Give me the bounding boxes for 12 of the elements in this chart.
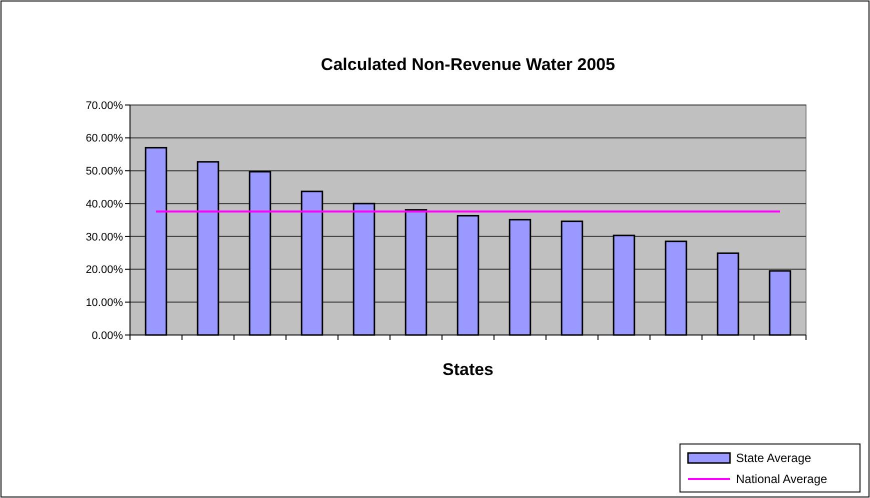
y-tick-label: 10.00% [86, 296, 124, 309]
y-tick-label: 70.00% [86, 100, 124, 112]
legend-label: National Average [736, 472, 828, 486]
y-tick-label: 40.00% [86, 198, 124, 210]
y-tick-label: 0.00% [92, 330, 124, 342]
chart-title: Calculated Non-Revenue Water 2005 [320, 55, 616, 74]
y-tick-label: 30.00% [86, 231, 124, 244]
y-tick-label: 50.00% [86, 166, 124, 178]
legend-label: State Average [736, 451, 812, 466]
x-axis-title: States [442, 360, 494, 379]
y-tick-label: 20.00% [86, 264, 124, 276]
y-tick-label: 60.00% [86, 132, 124, 145]
